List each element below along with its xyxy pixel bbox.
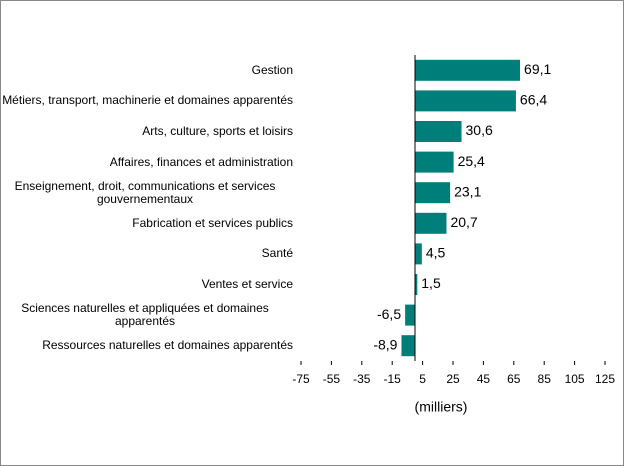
value-label: 69,1 [524,61,551,77]
category-label: Gestion [1,55,293,85]
bar [415,274,418,295]
bar [415,212,447,234]
x-tick-label: -75 [292,372,310,386]
category-label: Enseignement, droit, communications et s… [1,178,293,208]
category-label: Métiers, transport, machinerie et domain… [1,86,293,116]
category-text: Ressources naturelles et domaines appare… [42,338,293,353]
bar [405,304,415,326]
category-label: Affaires, finances et administration [1,147,293,177]
x-tick-label: 65 [507,372,521,386]
category-text: Métiers, transport, machinerie et domain… [2,93,293,108]
value-label: 20,7 [450,214,477,230]
x-tick-label: -35 [353,372,371,386]
value-label: -8,9 [373,336,397,352]
value-label: 30,6 [466,122,493,138]
value-label: 1,5 [421,275,441,291]
bar [415,59,521,81]
bar [415,90,516,112]
category-text: Sciences naturelles et appliquées et dom… [21,301,269,329]
category-text: Affaires, finances et administration [109,154,293,169]
value-label: 23,1 [454,183,481,199]
category-text: Fabrication et services publics [132,215,293,230]
x-tick-label: 125 [595,372,615,386]
bar [415,121,462,142]
x-tick-label: 105 [565,372,585,386]
value-label: 25,4 [458,153,485,169]
category-label: Santé [1,239,293,269]
bar [401,335,415,357]
bar [415,243,422,265]
value-label: -6,5 [377,306,401,322]
x-tick-label: -55 [323,372,341,386]
x-tick-label: 85 [538,372,552,386]
category-text: Gestion [251,62,293,77]
category-label: Ressources naturelles et domaines appare… [1,331,293,361]
bar [415,151,454,173]
category-label: Fabrication et services publics [1,208,293,238]
category-text: Santé [261,246,293,261]
category-text: Enseignement, droit, communications et s… [14,178,276,206]
x-tick-label: 45 [477,372,491,386]
category-label: Arts, culture, sports et loisirs [1,117,293,147]
x-tick-label: 25 [446,372,460,386]
x-tick-label: 5 [419,372,426,386]
category-label: Sciences naturelles et appliquées et dom… [1,300,293,330]
x-tick-label: -15 [384,372,402,386]
category-text: Arts, culture, sports et loisirs [142,124,293,138]
bar [415,182,451,204]
category-text: Ventes et service [201,277,293,291]
category-label: Ventes et service [1,270,293,300]
value-label: 66,4 [520,92,547,108]
x-axis-label: (milliers) [415,399,468,415]
value-label: 4,5 [426,245,446,261]
